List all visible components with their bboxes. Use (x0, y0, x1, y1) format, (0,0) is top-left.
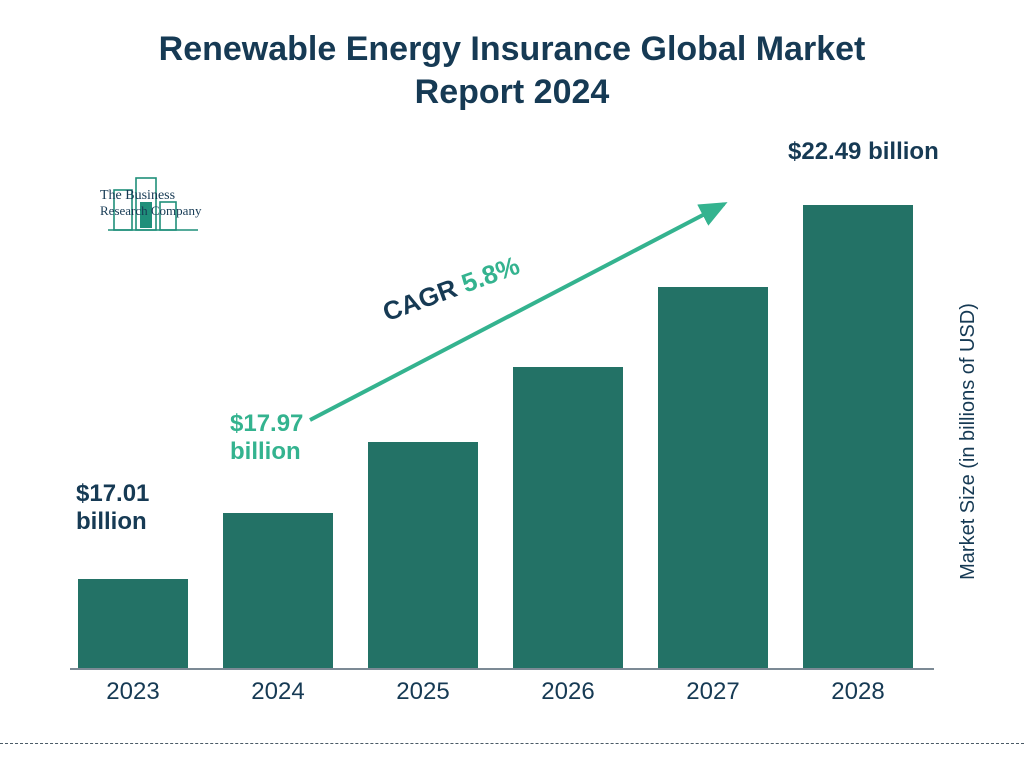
bar (803, 205, 913, 668)
company-logo-text: The Business Research Company (100, 188, 201, 219)
bar (78, 579, 188, 668)
logo-text-line1: The Business (100, 188, 201, 204)
x-axis-label: 2026 (513, 678, 623, 706)
footer-divider (0, 743, 1024, 744)
x-axis-label: 2023 (78, 678, 188, 706)
x-axis-label: 2027 (658, 678, 768, 706)
cagr-percentage: 5.8% (457, 250, 523, 298)
value-label: $22.49 billion (788, 138, 939, 166)
x-axis-label: 2028 (803, 678, 913, 706)
chart-baseline (70, 668, 934, 670)
x-axis-label: 2025 (368, 678, 478, 706)
y-axis-label: Market Size (in billions of USD) (957, 303, 980, 580)
x-axis-label: 2024 (223, 678, 333, 706)
chart-title: Renewable Energy Insurance Global Market… (0, 28, 1024, 113)
bar (658, 287, 768, 668)
value-label: $17.97 billion (230, 410, 303, 465)
title-line1: Renewable Energy Insurance Global Market (159, 30, 866, 68)
logo-text-line2: Research Company (100, 204, 201, 219)
value-label: $17.01 billion (76, 480, 149, 535)
bar (513, 367, 623, 668)
bar (368, 442, 478, 668)
bar (223, 513, 333, 668)
cagr-word: CAGR (379, 273, 461, 327)
cagr-label: CAGR 5.8% (379, 250, 524, 328)
title-line2: Report 2024 (415, 73, 610, 111)
